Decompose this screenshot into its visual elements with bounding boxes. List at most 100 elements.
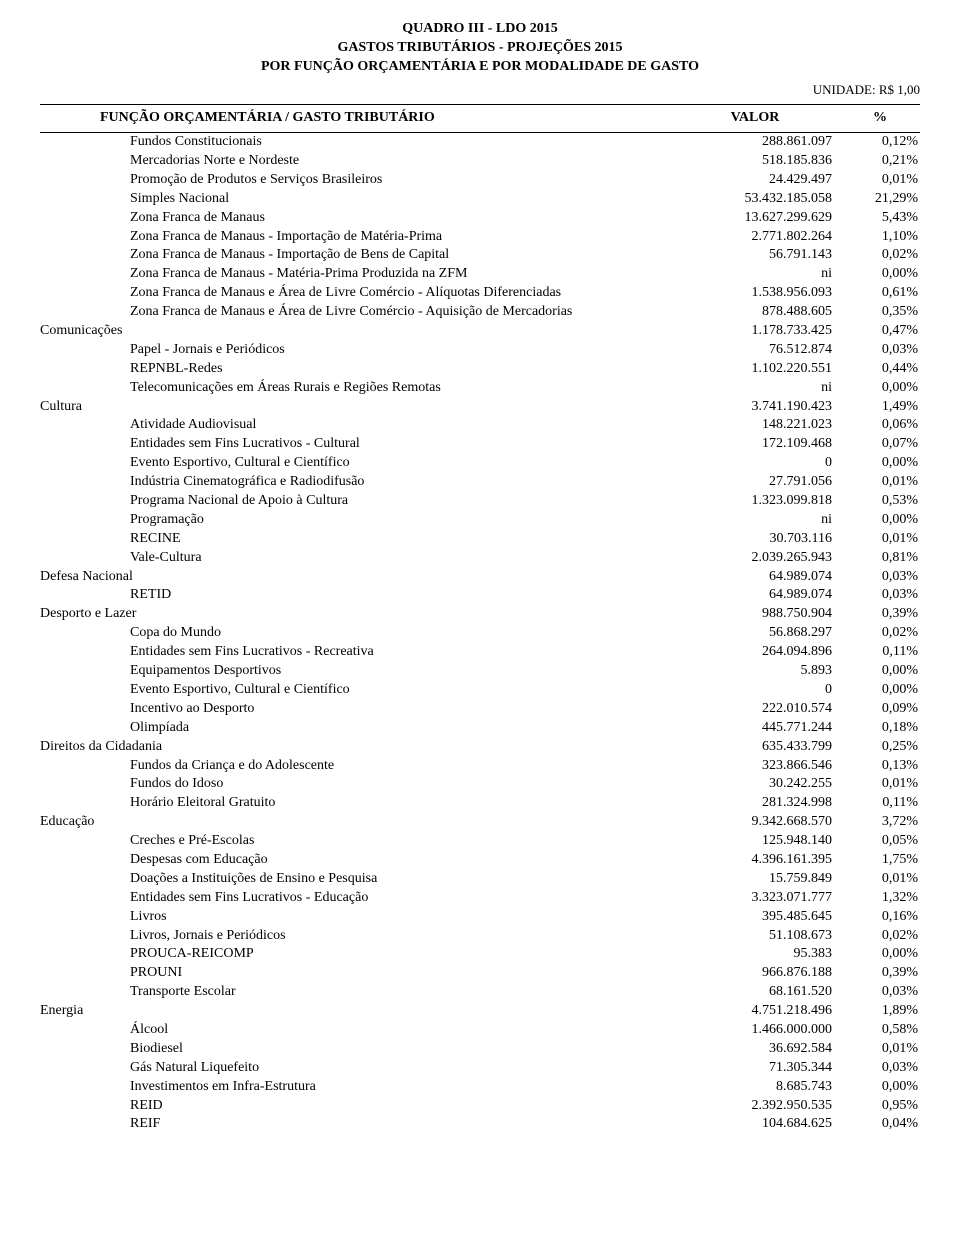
table-row: Evento Esportivo, Cultural e Científico0…: [40, 681, 920, 700]
row-value: 518.185.836: [670, 152, 840, 171]
table-row: Comunicações1.178.733.4250,47%: [40, 322, 920, 341]
row-pct: 0,03%: [840, 983, 920, 1002]
row-value: 264.094.896: [670, 643, 840, 662]
row-name: Promoção de Produtos e Serviços Brasilei…: [40, 171, 670, 190]
row-value: 1.538.956.093: [670, 284, 840, 303]
table-row: Entidades sem Fins Lucrativos - Cultural…: [40, 435, 920, 454]
row-value: ni: [670, 379, 840, 398]
row-value: 2.392.950.535: [670, 1097, 840, 1116]
row-name: Desporto e Lazer: [40, 605, 670, 624]
row-pct: 0,13%: [840, 757, 920, 776]
table-row: Livros395.485.6450,16%: [40, 908, 920, 927]
row-name: Telecomunicações em Áreas Rurais e Regiõ…: [40, 379, 670, 398]
row-pct: 0,11%: [840, 643, 920, 662]
row-name: Vale-Cultura: [40, 549, 670, 568]
row-pct: 0,09%: [840, 700, 920, 719]
report-header: QUADRO III - LDO 2015 GASTOS TRIBUTÁRIOS…: [40, 20, 920, 77]
row-value: 0: [670, 454, 840, 473]
row-name: Programa Nacional de Apoio à Cultura: [40, 492, 670, 511]
row-value: 1.102.220.551: [670, 360, 840, 379]
row-value: 222.010.574: [670, 700, 840, 719]
row-name: PROUCA-REICOMP: [40, 945, 670, 964]
row-name: Fundos do Idoso: [40, 775, 670, 794]
row-name: Creches e Pré-Escolas: [40, 832, 670, 851]
row-name: REID: [40, 1097, 670, 1116]
row-name: Zona Franca de Manaus e Área de Livre Co…: [40, 303, 670, 322]
table-row: Educação9.342.668.5703,72%: [40, 813, 920, 832]
row-pct: 0,03%: [840, 341, 920, 360]
table-row: Telecomunicações em Áreas Rurais e Regiõ…: [40, 379, 920, 398]
row-name: Educação: [40, 813, 670, 832]
table-row: REIF104.684.6250,04%: [40, 1115, 920, 1134]
table-row: Mercadorias Norte e Nordeste518.185.8360…: [40, 152, 920, 171]
row-value: 53.432.185.058: [670, 190, 840, 209]
table-row: Gás Natural Liquefeito71.305.3440,03%: [40, 1059, 920, 1078]
row-name: Horário Eleitoral Gratuito: [40, 794, 670, 813]
table-row: Zona Franca de Manaus e Área de Livre Co…: [40, 284, 920, 303]
row-name: Energia: [40, 1002, 670, 1021]
row-value: 13.627.299.629: [670, 209, 840, 228]
row-value: 56.868.297: [670, 624, 840, 643]
row-pct: 0,00%: [840, 454, 920, 473]
table-row: Evento Esportivo, Cultural e Científico0…: [40, 454, 920, 473]
table-row: Incentivo ao Desporto222.010.5740,09%: [40, 700, 920, 719]
row-name: Programação: [40, 511, 670, 530]
table-row: RETID64.989.0740,03%: [40, 586, 920, 605]
row-value: 51.108.673: [670, 927, 840, 946]
row-pct: 0,06%: [840, 416, 920, 435]
col-header-pct: %: [840, 105, 920, 133]
col-header-value: VALOR: [670, 105, 840, 133]
row-name: Atividade Audiovisual: [40, 416, 670, 435]
row-value: 148.221.023: [670, 416, 840, 435]
table-row: Defesa Nacional64.989.0740,03%: [40, 568, 920, 587]
row-pct: 0,00%: [840, 265, 920, 284]
table-row: Direitos da Cidadania635.433.7990,25%: [40, 738, 920, 757]
table-row: Programaçãoni0,00%: [40, 511, 920, 530]
row-pct: 0,07%: [840, 435, 920, 454]
row-value: 323.866.546: [670, 757, 840, 776]
row-name: Investimentos em Infra-Estrutura: [40, 1078, 670, 1097]
row-value: 172.109.468: [670, 435, 840, 454]
row-name: Álcool: [40, 1021, 670, 1040]
row-value: ni: [670, 511, 840, 530]
row-pct: 0,00%: [840, 945, 920, 964]
row-pct: 0,81%: [840, 549, 920, 568]
table-row: Simples Nacional53.432.185.05821,29%: [40, 190, 920, 209]
table-row: PROUNI966.876.1880,39%: [40, 964, 920, 983]
row-value: 3.323.071.777: [670, 889, 840, 908]
row-pct: 0,01%: [840, 775, 920, 794]
row-name: Gás Natural Liquefeito: [40, 1059, 670, 1078]
row-pct: 0,16%: [840, 908, 920, 927]
row-name: Indústria Cinematográfica e Radiodifusão: [40, 473, 670, 492]
row-name: Mercadorias Norte e Nordeste: [40, 152, 670, 171]
table-row: Fundos do Idoso30.242.2550,01%: [40, 775, 920, 794]
row-pct: 0,02%: [840, 624, 920, 643]
table-row: Entidades sem Fins Lucrativos - Educação…: [40, 889, 920, 908]
row-value: 9.342.668.570: [670, 813, 840, 832]
table-row: Fundos da Criança e do Adolescente323.86…: [40, 757, 920, 776]
table-row: Zona Franca de Manaus - Importação de Ma…: [40, 228, 920, 247]
row-name: REIF: [40, 1115, 670, 1134]
row-value: 30.242.255: [670, 775, 840, 794]
table-row: Energia4.751.218.4961,89%: [40, 1002, 920, 1021]
row-name: RETID: [40, 586, 670, 605]
row-pct: 0,01%: [840, 1040, 920, 1059]
table-row: Doações a Instituições de Ensino e Pesqu…: [40, 870, 920, 889]
row-value: 24.429.497: [670, 171, 840, 190]
table-row: Fundos Constitucionais288.861.0970,12%: [40, 133, 920, 152]
row-name: Fundos Constitucionais: [40, 133, 670, 152]
row-pct: 1,32%: [840, 889, 920, 908]
row-pct: 0,12%: [840, 133, 920, 152]
row-name: Biodiesel: [40, 1040, 670, 1059]
row-name: Evento Esportivo, Cultural e Científico: [40, 681, 670, 700]
table-row: Zona Franca de Manaus - Importação de Be…: [40, 246, 920, 265]
row-pct: 0,39%: [840, 964, 920, 983]
row-value: 635.433.799: [670, 738, 840, 757]
row-value: 8.685.743: [670, 1078, 840, 1097]
row-name: Entidades sem Fins Lucrativos - Educação: [40, 889, 670, 908]
table-header-row: FUNÇÃO ORÇAMENTÁRIA / GASTO TRIBUTÁRIO V…: [40, 105, 920, 133]
row-value: 395.485.645: [670, 908, 840, 927]
row-value: 966.876.188: [670, 964, 840, 983]
header-line-2: GASTOS TRIBUTÁRIOS - PROJEÇÕES 2015: [40, 39, 920, 58]
row-name: Zona Franca de Manaus - Importação de Ma…: [40, 228, 670, 247]
